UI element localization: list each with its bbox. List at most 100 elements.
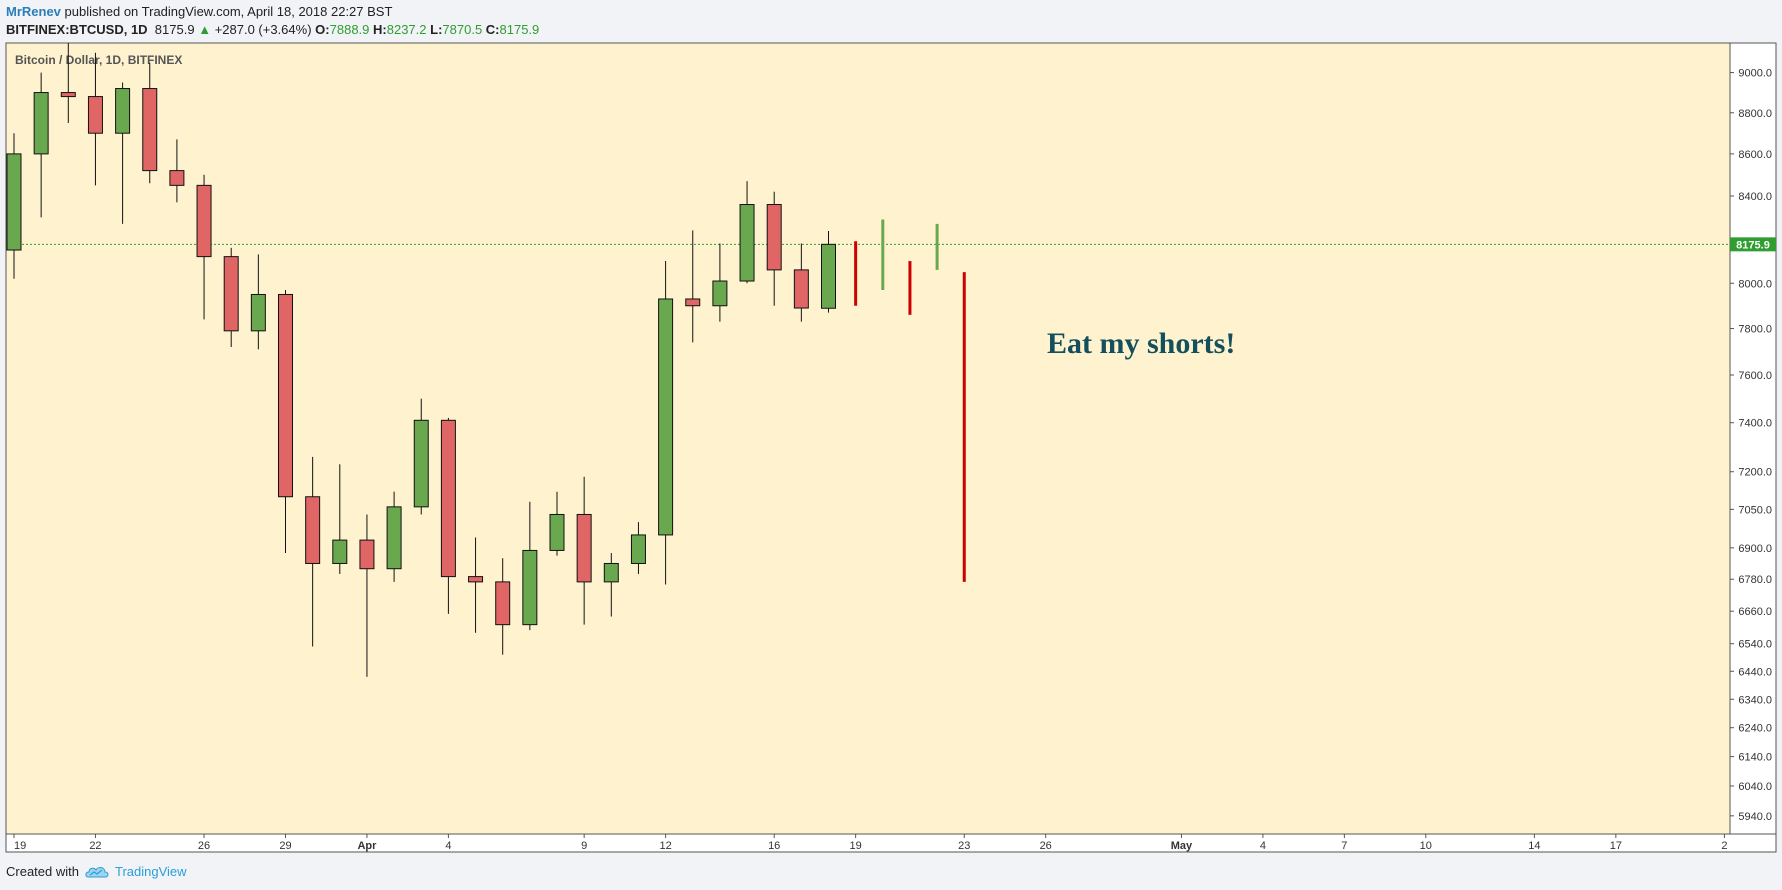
candle-body (793, 269, 809, 309)
last-price: 8175.9 (154, 22, 195, 37)
candle-body (250, 293, 266, 332)
annotation-text: Eat my shorts! (1047, 327, 1235, 360)
y-tick-label: 6140.0 (1738, 752, 1772, 764)
y-tick-label: 7200.0 (1738, 467, 1772, 479)
candle-body (495, 581, 511, 626)
y-tick-label: 6660.0 (1738, 606, 1772, 618)
candle-body (685, 298, 701, 307)
x-tick-label: 9 (581, 840, 587, 852)
candle-body (630, 534, 646, 564)
footer: Created with TradingView (6, 864, 187, 879)
x-tick-label: 4 (1260, 840, 1266, 852)
x-tick-label: 26 (198, 840, 210, 852)
x-tick-label: 4 (445, 840, 451, 852)
last-price-badge (1730, 237, 1776, 252)
candle-body (549, 513, 565, 551)
time-axis[interactable] (5, 833, 1777, 853)
x-tick-label: 10 (1420, 840, 1432, 852)
x-tick-label: 16 (768, 840, 780, 852)
candle-body (413, 419, 429, 508)
x-tick-label: 23 (958, 840, 970, 852)
high-label: H: (373, 22, 387, 37)
tradingview-cloud-icon (85, 866, 109, 877)
x-tick-label: 19 (14, 840, 26, 852)
y-tick-label: 6440.0 (1738, 666, 1772, 678)
y-tick-label: 8600.0 (1738, 149, 1772, 161)
candle-body (223, 256, 239, 332)
candle-body (196, 184, 212, 258)
open-value: 7888.9 (329, 22, 370, 37)
candle-body (359, 539, 375, 570)
candle-body (386, 506, 402, 570)
y-tick-label: 6040.0 (1738, 781, 1772, 793)
candle-body (739, 204, 755, 282)
publish-line: MrRenev published on TradingView.com, Ap… (6, 3, 539, 21)
y-tick-label: 8000.0 (1738, 278, 1772, 290)
x-tick-label: 22 (89, 840, 101, 852)
y-tick-label: 6240.0 (1738, 723, 1772, 735)
y-tick-label: 7600.0 (1738, 370, 1772, 382)
candle-body (278, 293, 293, 498)
candle-body (60, 92, 76, 98)
candle-body (821, 243, 836, 309)
open-label: O: (315, 22, 330, 37)
y-tick-label: 7400.0 (1738, 418, 1772, 430)
close-label: C: (485, 22, 500, 37)
x-tick-label: 14 (1528, 840, 1540, 852)
candles-group (6, 43, 836, 677)
plot-area[interactable] (5, 42, 1731, 835)
y-tick-label: 8800.0 (1738, 108, 1772, 120)
x-tick-label: May (1171, 840, 1193, 852)
x-tick-label: Apr (357, 840, 377, 852)
y-tick-label: 9000.0 (1738, 68, 1772, 80)
x-tick-label: 17 (1610, 840, 1622, 852)
chart-title: Bitcoin / Dollar, 1D, BITFINEX (15, 53, 182, 67)
y-tick-label: 6540.0 (1738, 639, 1772, 651)
candle-body (576, 513, 592, 583)
ohlc-line: BITFINEX:BTCUSD, 1D 8175.9 ▲ +287.0 (+3.… (6, 21, 539, 39)
candle-body (658, 298, 674, 536)
candle-body (603, 562, 619, 583)
up-arrow-icon: ▲ (198, 22, 212, 37)
candle-body (468, 576, 484, 583)
candle-body (712, 280, 728, 307)
price-change: +287.0 (+3.64%) (214, 22, 312, 37)
low-label: L: (430, 22, 443, 37)
y-tick-label: 5940.0 (1738, 811, 1772, 823)
y-tick-label: 6780.0 (1738, 574, 1772, 586)
created-with-label: Created with (6, 864, 79, 879)
author-link[interactable]: MrRenev (6, 4, 61, 19)
y-tick-label: 7800.0 (1738, 324, 1772, 336)
candle-body (440, 419, 456, 578)
chart-header: MrRenev published on TradingView.com, Ap… (6, 3, 539, 39)
y-axis-ticks: 9000.0 8800.0 8600.0 8400.0 8000.0 7800.0 7600… (1730, 68, 1772, 823)
candle-body (332, 539, 348, 564)
low-value: 7870.5 (442, 22, 483, 37)
x-tick-label: 12 (659, 840, 671, 852)
x-tick-label: 29 (279, 840, 291, 852)
y-tick-label: 7050.0 (1738, 504, 1772, 516)
tradingview-link[interactable]: TradingView (114, 864, 187, 879)
candle-body (169, 170, 185, 186)
x-axis-ticks: 19 22 26 29 Apr 4 9 12 16 19 23 26 May 4 7 10 14 17 2 (13, 834, 1728, 852)
candle-body (766, 204, 782, 271)
candle-body (142, 88, 158, 172)
x-tick-label: 2 (1721, 840, 1727, 852)
symbol-label: BITFINEX:BTCUSD, 1D (6, 22, 148, 37)
y-tick-label: 6900.0 (1738, 543, 1772, 555)
published-text: published on TradingView.com, April 18, … (64, 4, 393, 19)
x-tick-label: 19 (850, 840, 862, 852)
candle-body (522, 549, 538, 626)
last-price-badge-label: 8175.9 (1736, 239, 1770, 251)
forecast-bars-group (854, 219, 966, 582)
candle-body (6, 153, 22, 251)
price-axis[interactable] (1729, 42, 1777, 835)
y-tick-label: 8400.0 (1738, 191, 1772, 203)
candle-body (87, 96, 103, 134)
x-tick-label: 26 (1040, 840, 1052, 852)
candle-body (33, 92, 49, 155)
candle-body (305, 496, 321, 564)
x-tick-label: 7 (1341, 840, 1347, 852)
y-tick-label: 6340.0 (1738, 694, 1772, 706)
